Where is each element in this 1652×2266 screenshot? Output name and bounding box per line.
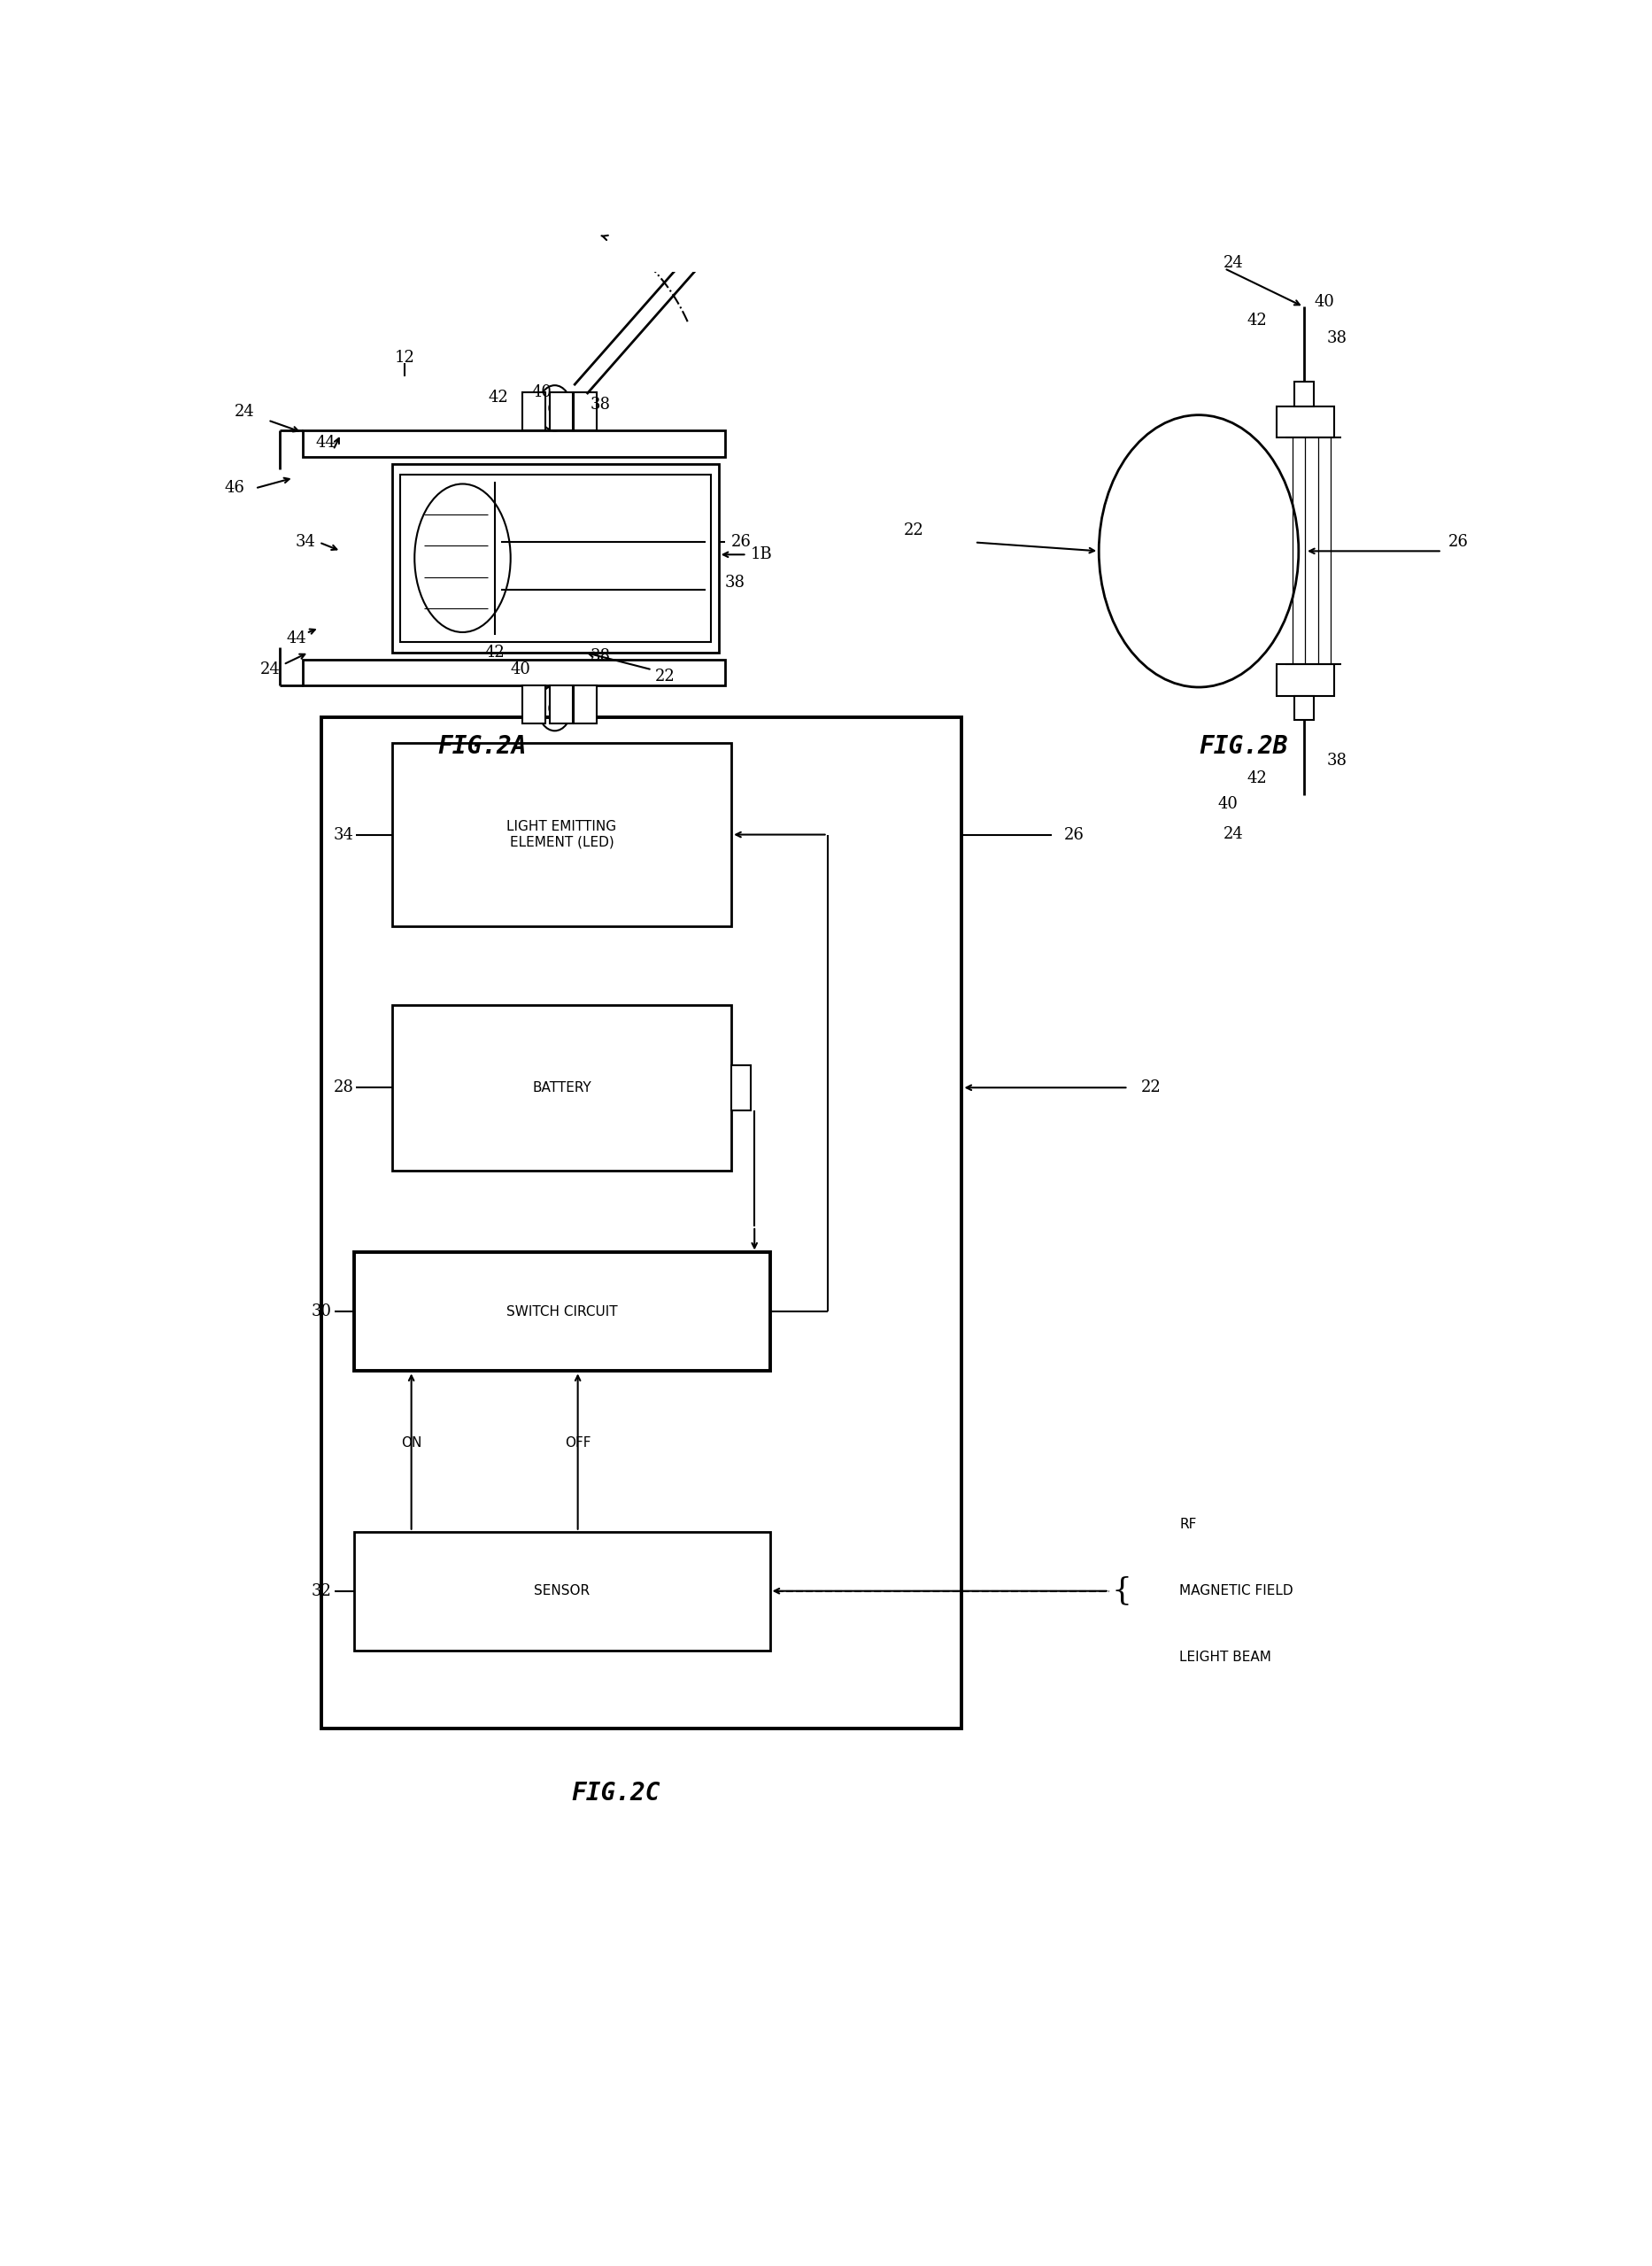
Text: 40: 40 [532, 385, 552, 401]
Bar [354, 1253, 770, 1371]
Text: 42: 42 [1247, 313, 1267, 329]
Bar [354, 1532, 770, 1650]
Bar [522, 392, 545, 431]
Text: 38: 38 [725, 576, 745, 591]
Bar [573, 684, 596, 723]
Text: 42: 42 [489, 390, 509, 406]
Circle shape [548, 399, 562, 417]
Text: 44: 44 [286, 630, 306, 646]
Text: 44: 44 [316, 435, 335, 451]
Text: ON: ON [401, 1437, 421, 1450]
Bar [1277, 406, 1335, 437]
Text: 46: 46 [225, 480, 244, 496]
Text: MAGNETIC FIELD: MAGNETIC FIELD [1180, 1584, 1294, 1598]
Text: 22: 22 [904, 521, 923, 537]
Text: 24: 24 [1222, 256, 1244, 272]
Text: 12: 12 [395, 349, 415, 365]
Text: LEIGHT BEAM: LEIGHT BEAM [1180, 1650, 1272, 1663]
Text: SWITCH CIRCUIT: SWITCH CIRCUIT [506, 1305, 618, 1319]
Text: FIG.2B: FIG.2B [1199, 734, 1289, 759]
Bar [322, 716, 961, 1729]
Text: FIG.2C: FIG.2C [572, 1781, 661, 1806]
Bar [400, 474, 710, 641]
Text: 28: 28 [334, 1079, 354, 1094]
Ellipse shape [415, 485, 510, 632]
Circle shape [548, 700, 562, 716]
Text: 38: 38 [591, 397, 611, 412]
Text: 32: 32 [312, 1584, 332, 1600]
Bar [1277, 664, 1335, 696]
Bar [550, 684, 573, 723]
Text: RF: RF [1180, 1518, 1196, 1532]
Text: FIG.2A: FIG.2A [438, 734, 527, 759]
Text: 40: 40 [1218, 795, 1239, 811]
Text: 26: 26 [1064, 827, 1085, 843]
Bar [1295, 696, 1313, 721]
Text: BATTERY: BATTERY [532, 1081, 591, 1094]
Text: 24: 24 [235, 403, 254, 419]
Bar [573, 392, 596, 431]
Text: 22: 22 [654, 668, 674, 684]
Text: {: { [1112, 1575, 1132, 1607]
Text: 38: 38 [591, 648, 611, 664]
Text: 30: 30 [312, 1303, 332, 1319]
Text: LIGHT EMITTING
ELEMENT (LED): LIGHT EMITTING ELEMENT (LED) [507, 820, 616, 850]
Text: OFF: OFF [565, 1437, 591, 1450]
Text: SENSOR: SENSOR [534, 1584, 590, 1598]
Bar [1295, 383, 1313, 406]
Bar [392, 743, 732, 927]
Text: 24: 24 [261, 662, 281, 678]
Text: 38: 38 [1327, 331, 1346, 347]
Text: 42: 42 [1247, 770, 1267, 786]
Text: 38: 38 [1327, 752, 1346, 768]
Text: 1B: 1B [750, 546, 773, 562]
Text: 26: 26 [1449, 535, 1469, 551]
Text: 42: 42 [484, 644, 504, 659]
Text: 40: 40 [510, 662, 530, 678]
Text: 34: 34 [296, 535, 316, 551]
Text: 24: 24 [1222, 825, 1244, 841]
Bar [392, 1004, 732, 1172]
Bar [392, 465, 719, 653]
Text: 26: 26 [732, 535, 752, 551]
Text: 22: 22 [1142, 1079, 1161, 1094]
Bar [302, 659, 725, 684]
Bar [732, 1065, 750, 1110]
Bar [550, 392, 573, 431]
Text: 40: 40 [1313, 295, 1335, 310]
Bar [302, 431, 725, 458]
Bar [522, 684, 545, 723]
Text: 34: 34 [334, 827, 354, 843]
